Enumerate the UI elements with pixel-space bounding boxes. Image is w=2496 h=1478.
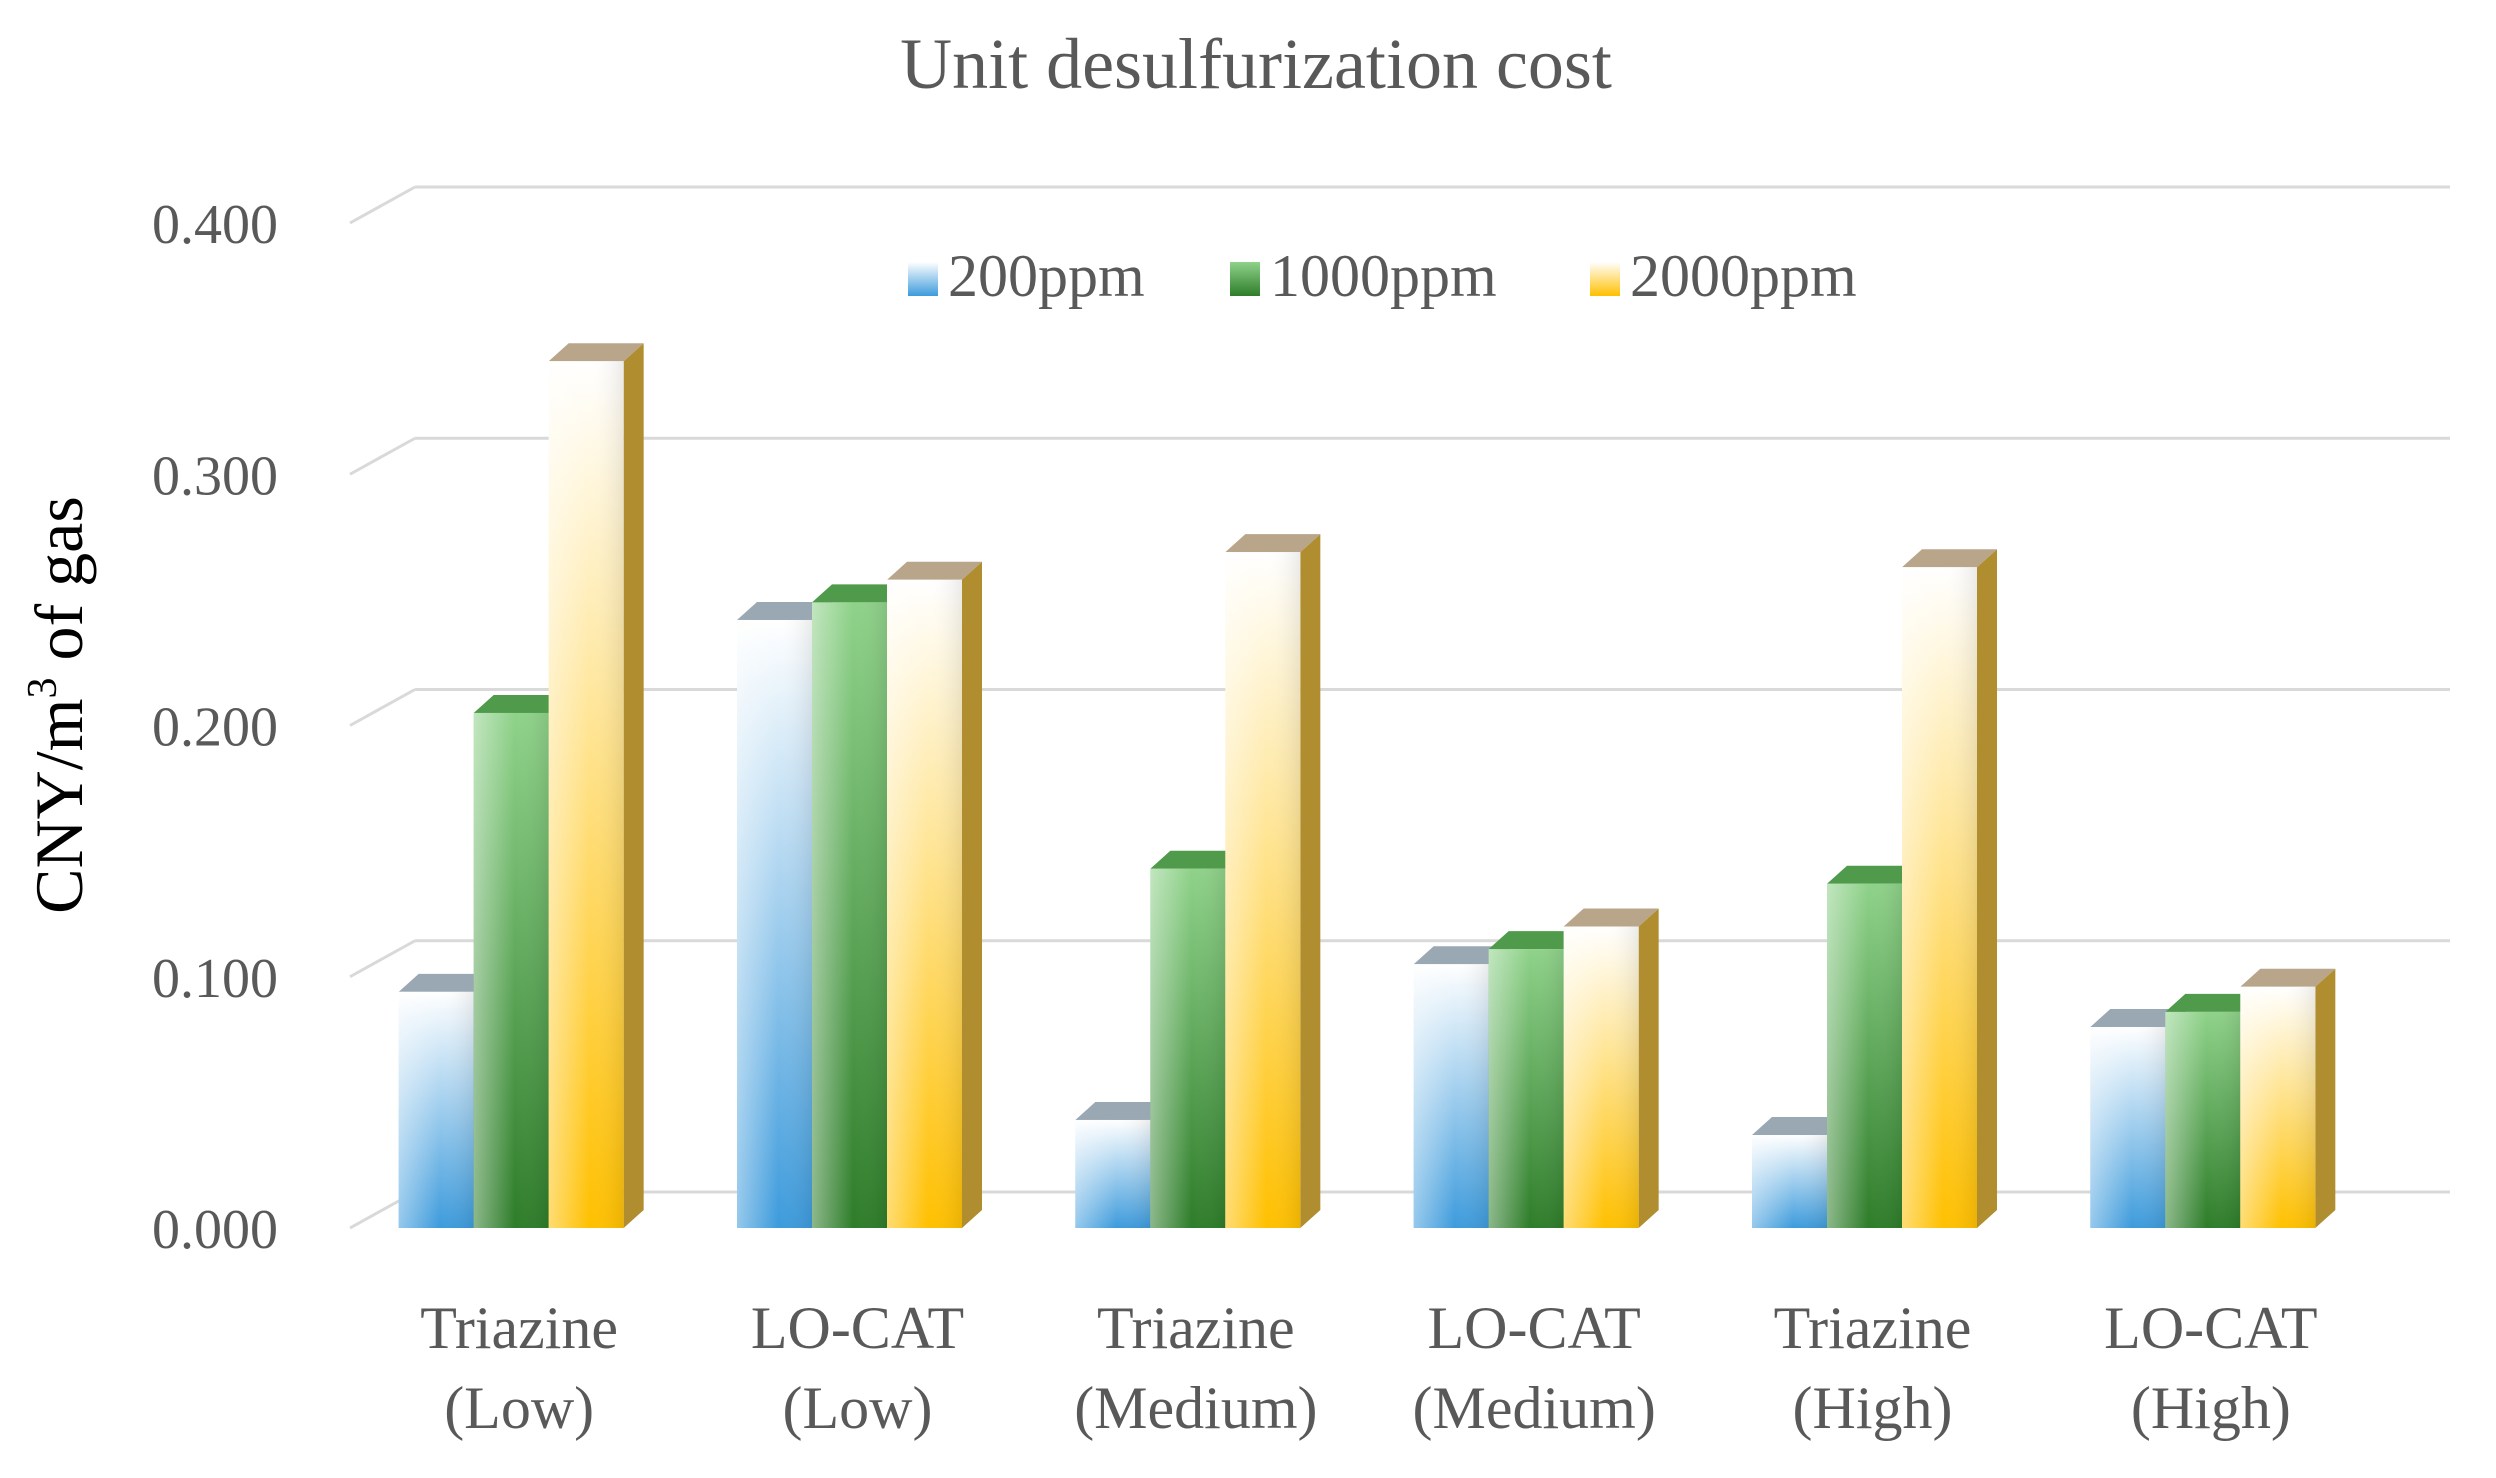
bar-sheen xyxy=(2165,1011,2241,1228)
y-axis-label-main: CNY/m xyxy=(21,698,97,913)
x-category-label: (Low) xyxy=(444,1375,594,1441)
bar-top xyxy=(1827,865,1922,884)
x-category-label: Triazine xyxy=(1774,1295,1972,1361)
y-tick-labels: 0.000 0.100 0.200 0.300 0.400 xyxy=(152,194,278,1261)
bar-top xyxy=(737,601,832,620)
y-axis-label-tail: of gas xyxy=(21,496,97,677)
y-axis-label-superscript: 3 xyxy=(20,677,66,698)
bar-side xyxy=(2315,968,2336,1228)
bar-side xyxy=(623,343,644,1228)
legend-label: 1000ppm xyxy=(1270,243,1497,309)
y-tick-label: 0.000 xyxy=(152,1199,278,1261)
bar-top xyxy=(887,561,982,580)
x-category-labels: Triazine (Low) LO-CAT (Low) Triazine (Medium)… xyxy=(420,1295,2317,1441)
legend-label: 2000ppm xyxy=(1630,243,1857,309)
x-category-label: (Low) xyxy=(783,1375,933,1441)
bar-sheen xyxy=(2090,1027,2166,1228)
x-category-label: (Medium) xyxy=(1074,1375,1317,1441)
chart-title: Unit desulfurization cost xyxy=(900,24,1612,104)
bar-top xyxy=(1752,1117,1847,1136)
bar-1000ppm-3 xyxy=(1150,850,1246,1228)
bar-2000ppm-4 xyxy=(1563,908,1659,1228)
bar-sheen xyxy=(1827,883,1902,1228)
bar-sheen xyxy=(737,619,812,1228)
bars xyxy=(398,343,2336,1228)
bar-1000ppm-5 xyxy=(1827,865,1922,1228)
bar-sheen xyxy=(1563,926,1639,1228)
bar-1000ppm-2 xyxy=(812,584,907,1228)
legend-swatch xyxy=(1590,262,1620,296)
legend-item-2000ppm: 2000ppm xyxy=(1590,243,1857,309)
bar-sheen xyxy=(1075,1119,1151,1228)
bar-side xyxy=(1977,549,1997,1228)
legend-swatch xyxy=(908,262,938,296)
bar-top xyxy=(812,584,907,603)
bar-sheen xyxy=(1225,552,1301,1228)
gridline-diagonal xyxy=(349,688,416,727)
legend: 200ppm 1000ppm 2000ppm xyxy=(908,243,1857,309)
bar-side xyxy=(962,561,982,1228)
y-tick-label: 0.300 xyxy=(152,445,278,507)
bar-2000ppm-3 xyxy=(1225,534,1321,1228)
y-axis-label: CNY/m3 of gas xyxy=(20,496,97,914)
bar-side xyxy=(1638,908,1659,1228)
x-category-label: (Medium) xyxy=(1413,1375,1656,1441)
x-category-label: LO-CAT xyxy=(2104,1295,2317,1361)
x-category-label: Triazine xyxy=(1097,1295,1295,1361)
x-category-label: Triazine xyxy=(420,1295,618,1361)
bar-sheen xyxy=(2240,986,2316,1228)
bar-sheen xyxy=(548,361,624,1228)
bar-sheen xyxy=(473,712,549,1228)
bar-2000ppm-6 xyxy=(2240,968,2336,1228)
y-tick-label: 0.400 xyxy=(152,194,278,256)
bar-sheen xyxy=(1488,949,1564,1228)
legend-swatch xyxy=(1230,262,1260,296)
bar-top xyxy=(1413,946,1509,965)
legend-item-1000ppm: 1000ppm xyxy=(1230,243,1497,309)
bar-top xyxy=(1150,850,1246,869)
bar-top xyxy=(1488,931,1584,950)
bar-top xyxy=(2165,993,2261,1012)
bar-sheen xyxy=(1150,868,1226,1228)
y-tick-label: 0.100 xyxy=(152,948,278,1010)
bar-top xyxy=(1075,1101,1171,1120)
bar-top xyxy=(548,343,644,362)
bar-top xyxy=(2240,968,2336,987)
x-category-label: LO-CAT xyxy=(1428,1295,1641,1361)
bar-1000ppm-6 xyxy=(2165,993,2261,1228)
bar-200ppm-4 xyxy=(1413,946,1509,1228)
bar-sheen xyxy=(1413,964,1489,1228)
bar-sheen xyxy=(812,602,887,1228)
bar-sheen xyxy=(887,579,962,1228)
gridline-diagonal xyxy=(349,185,416,225)
bar-2000ppm-1 xyxy=(548,343,644,1228)
bar-side xyxy=(1300,534,1321,1228)
bar-top xyxy=(473,694,569,713)
bar-2000ppm-5 xyxy=(1902,549,1997,1228)
x-category-label: (High) xyxy=(1793,1375,1953,1441)
bar-2000ppm-2 xyxy=(887,561,982,1228)
legend-item-200ppm: 200ppm xyxy=(908,243,1145,309)
bar-top xyxy=(2090,1009,2186,1027)
x-category-label: (High) xyxy=(2131,1375,2291,1441)
gridline-diagonal xyxy=(349,939,416,979)
bar-top xyxy=(1563,908,1659,927)
bar-sheen xyxy=(1752,1135,1827,1228)
y-tick-label: 0.200 xyxy=(152,697,278,759)
bar-1000ppm-4 xyxy=(1488,931,1584,1228)
legend-label: 200ppm xyxy=(948,243,1145,309)
bar-top xyxy=(398,973,494,992)
bar-sheen xyxy=(1902,567,1977,1228)
bar-top xyxy=(1902,549,1997,568)
bar-sheen xyxy=(398,991,474,1228)
bar-200ppm-3 xyxy=(1075,1101,1171,1228)
gridline-diagonal xyxy=(349,436,416,476)
bar-top xyxy=(1225,534,1321,553)
x-category-label: LO-CAT xyxy=(751,1295,964,1361)
